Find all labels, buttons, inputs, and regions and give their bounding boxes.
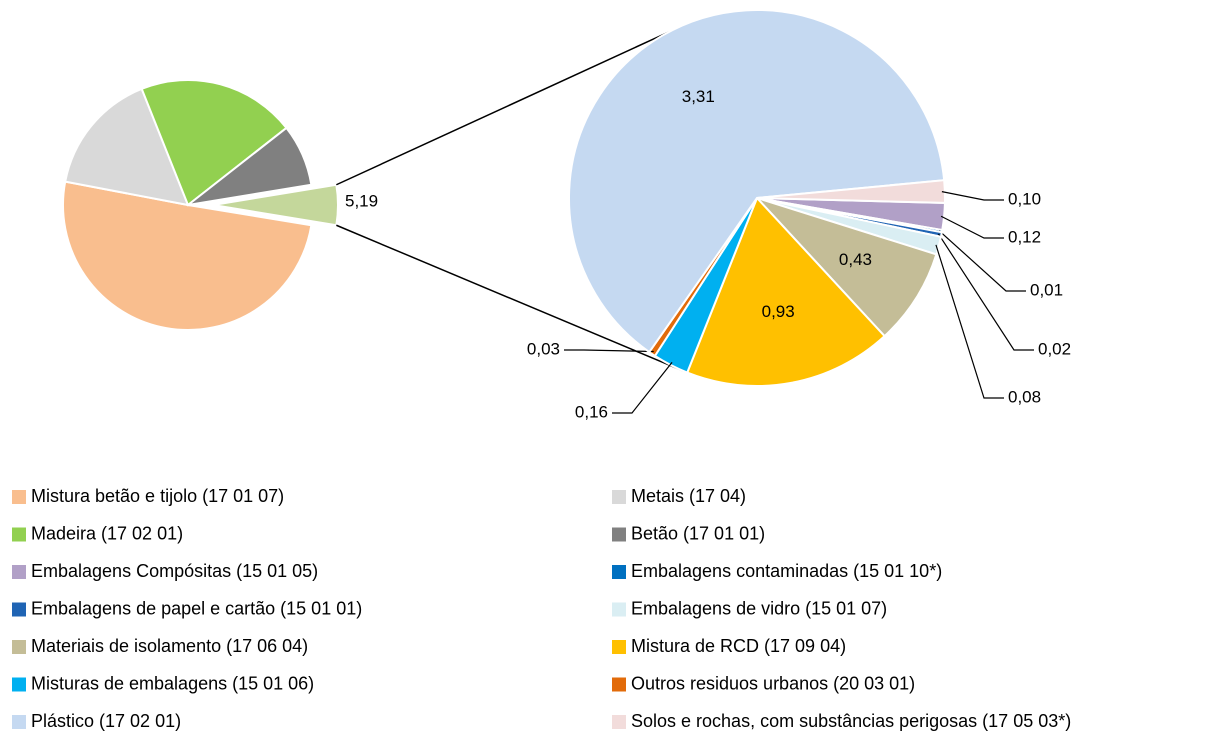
leader-line (938, 230, 1026, 292)
data-label: 3,31 (682, 87, 715, 106)
legend-swatch (12, 677, 26, 692)
data-label: 5,19 (345, 191, 378, 210)
pie-slice (187, 126, 313, 206)
legend-label: Embalagens Compósitas (15 01 05) (31, 561, 318, 581)
pie-slice (753, 195, 938, 338)
data-label: 0,43 (839, 250, 872, 269)
data-label: 0,93 (762, 302, 795, 321)
data-label: 0,03 (527, 339, 560, 358)
pie-slice (140, 79, 288, 207)
legend-label: Metais (17 04) (631, 486, 746, 506)
legend-label: Outros residuos urbanos (20 03 01) (631, 673, 915, 693)
leader-line (935, 244, 1004, 399)
data-label: 0,16 (575, 402, 608, 421)
leader-line (564, 349, 654, 353)
legend-label: Madeira (17 02 01) (31, 523, 183, 543)
legend-label: Solos e rochas, com substâncias perigosa… (631, 711, 1071, 731)
pie-slice (568, 9, 946, 354)
leader-line (940, 215, 1004, 239)
legend-label: Misturas de embalagens (15 01 06) (31, 673, 314, 693)
pie-slice (685, 196, 886, 387)
legend-label: Embalagens contaminadas (15 01 10*) (631, 561, 942, 581)
pie-slice (212, 183, 339, 227)
connector-line (336, 31, 670, 186)
legend-swatch (12, 490, 26, 504)
legend-swatch (612, 602, 626, 617)
legend-swatch (612, 527, 626, 542)
pie-slice (62, 180, 313, 332)
legend-label: Plástico (17 02 01) (31, 711, 181, 731)
legend-swatch (12, 602, 26, 617)
legend-swatch (12, 565, 26, 579)
legend-label: Betão (17 01 01) (631, 523, 765, 543)
legend-label: Embalagens de papel e cartão (15 01 01) (31, 598, 362, 618)
data-label: 0,01 (1030, 280, 1063, 299)
pie-slice (756, 179, 946, 204)
leader-line (612, 361, 673, 414)
legend-swatch (612, 565, 626, 579)
legend-swatch (12, 527, 26, 542)
data-label: 0,08 (1008, 387, 1041, 406)
legend-label: Embalagens de vidro (15 01 07) (631, 598, 887, 618)
data-label: 0,10 (1008, 189, 1041, 208)
legend-swatch (12, 715, 26, 729)
legend-swatch (612, 677, 626, 692)
legend-swatch (612, 490, 626, 504)
legend-label: Materiais de isolamento (17 06 04) (31, 636, 308, 656)
data-label: 0,02 (1038, 339, 1071, 358)
legend-swatch (612, 715, 626, 729)
leader-line (941, 191, 1004, 201)
legend-swatch (612, 640, 626, 654)
legend-label: Mistura betão e tijolo (17 01 07) (31, 486, 284, 506)
leader-line (937, 233, 1034, 351)
connector-line (336, 224, 684, 372)
data-label: 0,12 (1008, 227, 1041, 246)
legend-swatch (12, 640, 26, 654)
pie-slice (64, 87, 190, 207)
legend-label: Mistura de RCD (17 09 04) (631, 636, 846, 656)
